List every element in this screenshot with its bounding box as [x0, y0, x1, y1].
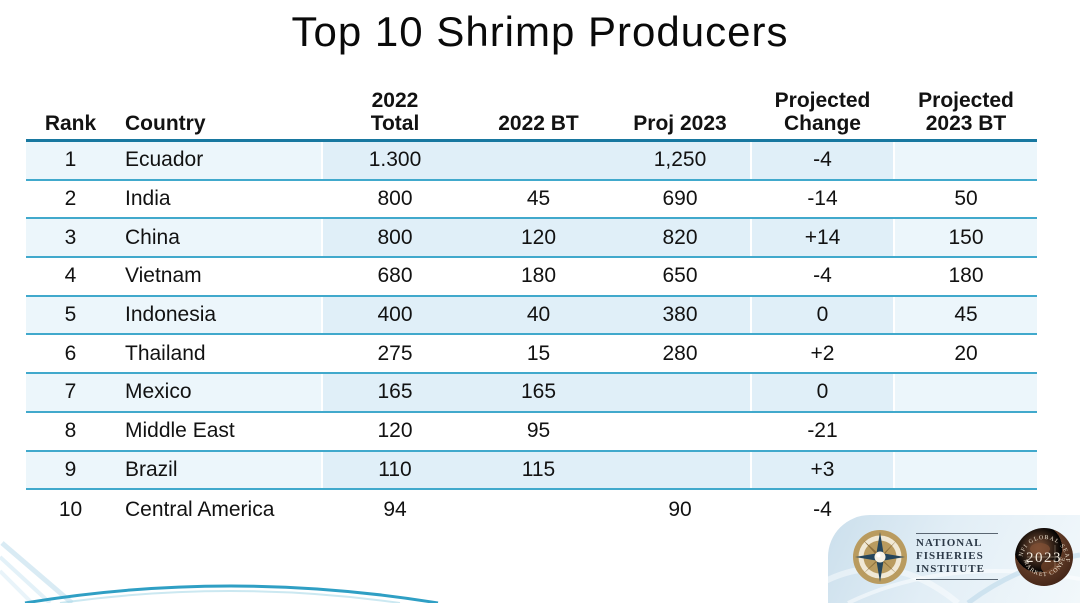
table-row: 5 Indonesia 400 40 380 0 45	[26, 296, 1037, 336]
cell-rank: 10	[58, 497, 83, 521]
cell-change: -4	[750, 258, 893, 295]
cell-total2022: 400	[321, 296, 467, 334]
header-cell-country: Country	[125, 111, 206, 135]
cell-proj2023: 280	[662, 341, 698, 365]
cell-change: +14	[750, 219, 893, 257]
cell-country: Brazil	[115, 451, 321, 489]
cell-country: Middle East	[125, 419, 235, 443]
cell-change: -14	[750, 180, 893, 218]
cell-country: Indonesia	[115, 296, 321, 334]
cell-change: +3	[750, 451, 893, 489]
logo-panel: NATIONAL FISHERIES INSTITUTE NFI GLOBAL …	[828, 515, 1080, 603]
cell-country: China	[115, 219, 321, 257]
table-row: 10 Central America 94 90 -4	[26, 490, 1037, 529]
cell-country: Central America	[125, 497, 275, 521]
cell-proj2023	[610, 374, 750, 411]
cell-country: Thailand	[125, 341, 206, 365]
cell-rank: 3	[26, 219, 115, 257]
table-row: 8 Middle East 120 95 -21	[26, 412, 1037, 452]
cell-bt2022: 180	[520, 264, 557, 288]
header-cell-change: Projected Change	[750, 88, 893, 139]
cell-bt2022: 15	[526, 341, 551, 365]
table-row: 1 Ecuador 1.300 1,250 -4	[26, 142, 1037, 181]
cell-change: 0	[750, 374, 893, 411]
table-row: 7 Mexico 165 165 0	[26, 374, 1037, 413]
cell-rank: 6	[64, 341, 77, 365]
cell-change: -4	[750, 490, 893, 529]
cell-change: -4	[750, 142, 893, 179]
cell-change: -21	[750, 412, 893, 450]
header-cell-proj2023: Proj 2023	[633, 111, 727, 135]
table-row: 6 Thailand 275 15 280 +2 20	[26, 335, 1037, 375]
page-title: Top 10 Shrimp Producers	[291, 8, 789, 55]
cell-country: Mexico	[115, 374, 321, 411]
cell-projbt2023	[893, 490, 1037, 529]
cell-total2022: 800	[321, 180, 467, 218]
cell-rank: 9	[26, 451, 115, 489]
cell-projbt2023	[893, 412, 1037, 450]
cell-bt2022	[467, 490, 610, 529]
table-row: 9 Brazil 110 115 +3	[26, 451, 1037, 491]
cell-bt2022	[467, 142, 610, 179]
globe-year-text: 2023	[1026, 550, 1062, 566]
table-body: 1 Ecuador 1.300 1,250 -4 2 India 800 45 690 -14 50 3…	[26, 142, 1037, 529]
cell-proj2023	[610, 451, 750, 489]
cell-projbt2023	[893, 142, 1037, 179]
cell-total2022: 94	[321, 490, 467, 529]
seafood-2023-globe-logo-icon: NFI GLOBAL SEAFOOD MARKET CONFERENCE 202…	[1014, 527, 1073, 586]
cell-bt2022: 120	[467, 219, 610, 257]
cell-bt2022: 40	[467, 296, 610, 334]
cell-bt2022: 165	[467, 374, 610, 411]
cell-projbt2023: 45	[893, 296, 1037, 334]
header-cell-projbt2023: Projected 2023 BT	[893, 88, 1037, 139]
cell-proj2023: 1,250	[610, 142, 750, 179]
cell-bt2022: 95	[526, 419, 551, 443]
cell-rank: 2	[64, 187, 77, 211]
table-row: 3 China 800 120 820 +14 150	[26, 219, 1037, 259]
cell-country: India	[125, 187, 171, 211]
cell-rank: 1	[26, 142, 115, 179]
cell-total2022: 1.300	[321, 142, 467, 179]
cell-change: 0	[750, 296, 893, 334]
cell-bt2022: 45	[526, 187, 551, 211]
cell-proj2023: 650	[662, 264, 698, 288]
cell-projbt2023	[893, 451, 1037, 489]
wave-decoration-icon	[0, 541, 439, 603]
header-cell-bt2022: 2022 BT	[498, 111, 579, 135]
cell-projbt2023: 50	[893, 180, 1037, 218]
cell-total2022: 110	[321, 451, 467, 489]
nfi-wordmark: NATIONAL FISHERIES INSTITUTE	[916, 533, 998, 580]
cell-proj2023: 820	[610, 219, 750, 257]
cell-country: Vietnam	[125, 264, 202, 288]
cell-rank: 8	[64, 419, 77, 443]
header-cell-total2022: 2022 Total	[321, 88, 467, 139]
cell-total2022: 165	[321, 374, 467, 411]
cell-projbt2023: 150	[893, 219, 1037, 257]
table-row: 2 India 800 45 690 -14 50	[26, 180, 1037, 220]
cell-change: +2	[750, 335, 893, 373]
cell-proj2023	[610, 413, 750, 450]
header-cell-rank: Rank	[44, 111, 97, 135]
cell-total2022: 680	[321, 258, 467, 295]
cell-projbt2023	[893, 374, 1037, 411]
cell-rank: 4	[64, 264, 77, 288]
cell-total2022: 275	[321, 335, 467, 373]
table-header-row: Rank Country 2022 Total 2022 BT Proj 2023 Pro…	[26, 84, 1037, 142]
nfi-compass-logo-icon	[853, 530, 907, 584]
cell-country: Ecuador	[115, 142, 321, 179]
cell-bt2022: 115	[467, 451, 610, 489]
cell-projbt2023: 180	[893, 258, 1037, 295]
cell-rank: 5	[26, 296, 115, 334]
table-row: 4 Vietnam 680 180 650 -4 180	[26, 258, 1037, 297]
cell-rank: 7	[26, 374, 115, 411]
cell-total2022: 800	[321, 219, 467, 257]
cell-projbt2023: 20	[893, 335, 1037, 373]
cell-proj2023: 90	[668, 497, 692, 521]
data-table: Rank Country 2022 Total 2022 BT Proj 2023 Pro…	[26, 84, 1037, 529]
cell-total2022: 120	[321, 412, 467, 450]
cell-proj2023: 380	[610, 296, 750, 334]
cell-proj2023: 690	[662, 187, 698, 211]
